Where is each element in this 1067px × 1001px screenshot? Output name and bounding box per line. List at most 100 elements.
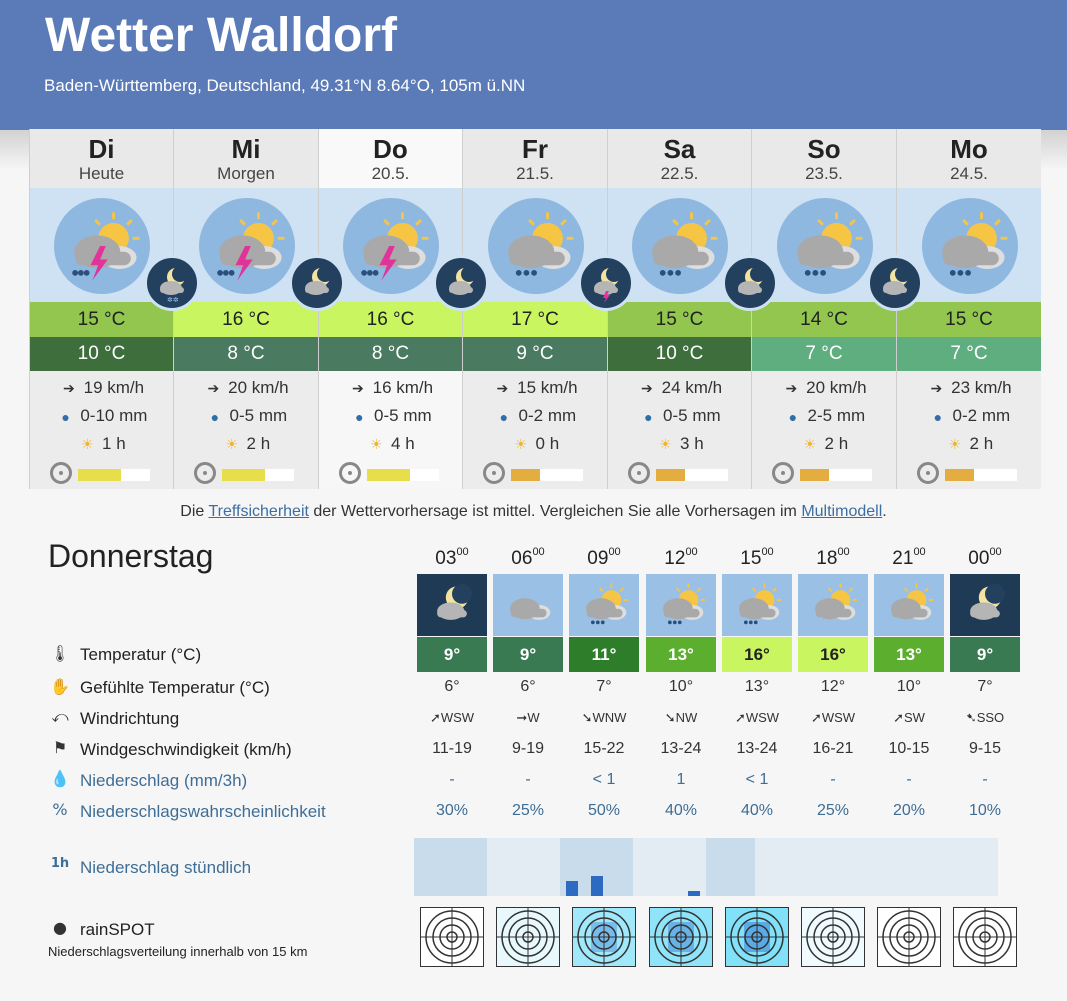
- wind-direction-arrow-icon: ➘: [664, 710, 676, 725]
- wind-row: ➔ 20 km/h: [752, 378, 896, 398]
- wind-speed-range: 9-19: [511, 740, 545, 757]
- accuracy-bar: [656, 469, 728, 481]
- day-column[interactable]: Mi Morgen 16 °C 8 °C ➔ 20 km/h ● 0-5 mm ☀ 2 h: [173, 129, 318, 489]
- accuracy-link[interactable]: Treffsicherheit: [208, 503, 309, 520]
- accuracy-icon: [339, 462, 361, 484]
- rain-probability: 40%: [664, 802, 698, 819]
- cloud-rain-icon: [776, 198, 873, 294]
- rainspot-map[interactable]: [420, 907, 484, 967]
- rainspot-map[interactable]: [496, 907, 560, 967]
- temp-row-label: Temperatur (°C): [80, 645, 202, 664]
- felt-temperature: 10°: [896, 678, 922, 695]
- day-header: Mo 24.5.: [897, 129, 1041, 188]
- accuracy-icon: [50, 462, 72, 484]
- drop-icon: ●: [933, 408, 943, 425]
- hour-column: 0000 9°: [949, 546, 1021, 672]
- wind-direction-value: SW: [903, 710, 925, 725]
- wind-cloud-sun-icon: [874, 574, 944, 636]
- rain-row-label[interactable]: Niederschlag (mm/3h): [80, 771, 248, 790]
- hour-minutes: 00: [837, 546, 850, 558]
- drop-icon: ●: [210, 408, 220, 425]
- rainspot-map[interactable]: [649, 907, 713, 967]
- hour-column: 0900 11°: [568, 546, 640, 672]
- felt-temperature: 12°: [820, 678, 846, 695]
- sun-icon: ☀: [659, 436, 672, 453]
- week-forecast: Di Heute 15 °C 10 °C ➔ 19 km/h ● 0-10 mm ☀ 1 h…: [29, 129, 1041, 489]
- rainspot-map[interactable]: [801, 907, 865, 967]
- hour-minutes: 00: [761, 546, 774, 558]
- rainspot-map[interactable]: [953, 907, 1017, 967]
- hour-label: 1200: [645, 546, 717, 570]
- wind-row: ➔ 15 km/h: [463, 378, 607, 398]
- hour-value: 12: [664, 548, 686, 569]
- accuracy-icon: [917, 462, 939, 484]
- hourly-rain-bar: [687, 891, 700, 896]
- accuracy-fill: [367, 469, 411, 481]
- multimodel-link[interactable]: Multimodell: [801, 503, 883, 520]
- day-column[interactable]: Mo 24.5. 15 °C 7 °C ➔ 23 km/h ● 0-2 mm ☀ 2 h: [896, 129, 1041, 489]
- day-column[interactable]: Fr 21.5. 17 °C 9 °C ➔ 15 km/h ● 0-2 mm ☀ 0 h: [462, 129, 607, 489]
- hour-column: 0300 9°: [416, 546, 488, 672]
- accuracy-bar: [78, 469, 150, 481]
- felt-temperature: 7°: [977, 678, 993, 695]
- rain-probability: 50%: [587, 802, 621, 819]
- sun-icon: ☀: [948, 436, 962, 453]
- wind-speed-range: 13-24: [660, 740, 702, 757]
- moon-cloud-icon: [867, 255, 923, 311]
- day-name: Fr: [522, 134, 548, 164]
- moon-cloud-icon: [289, 255, 345, 311]
- wind-arrow-icon: ➔: [63, 380, 75, 397]
- rain-amount-3h: -: [449, 771, 455, 788]
- rainspot-label[interactable]: rainSPOT: [80, 920, 155, 939]
- rain-amount-3h: -: [525, 771, 531, 788]
- rain-prob-row-label[interactable]: Niederschlagswahrscheinlichkeit: [80, 802, 326, 821]
- windsock-icon: ⚑: [52, 738, 68, 757]
- cloud-rain-icon: [487, 198, 584, 294]
- hour-label: 1800: [797, 546, 869, 570]
- accuracy-icon: [483, 462, 505, 484]
- sun-hours: 1 h: [102, 434, 126, 453]
- hour-value: 09: [587, 548, 609, 569]
- rain-probability: 10%: [968, 802, 1002, 819]
- rainspot-map[interactable]: [572, 907, 636, 967]
- felt-temperature: 6°: [444, 678, 460, 695]
- felt-row-label: Gefühlte Temperatur (°C): [80, 678, 270, 697]
- rain-amount-3h: < 1: [592, 771, 616, 788]
- hour-value: 00: [968, 548, 990, 569]
- drop-icon: ●: [644, 408, 653, 425]
- day-name: Mo: [950, 134, 988, 164]
- page-title: Wetter Walldorf: [45, 9, 398, 62]
- day-header: Fr 21.5.: [463, 129, 607, 188]
- day-sky: [608, 188, 751, 302]
- hourly-rain-row-label[interactable]: Niederschlag stündlich: [80, 858, 252, 877]
- day-date: 23.5.: [805, 164, 843, 183]
- hour-label: 0000: [949, 546, 1021, 570]
- rain-row: ● 0-2 mm: [897, 406, 1041, 426]
- day-column[interactable]: Di Heute 15 °C 10 °C ➔ 19 km/h ● 0-10 mm ☀ 1 h: [29, 129, 173, 489]
- rainspot-map[interactable]: [725, 907, 789, 967]
- drop-icon: ●: [61, 408, 70, 425]
- rain-amount: 0-10 mm: [80, 406, 148, 425]
- hour-value: 03: [435, 548, 457, 569]
- day-column[interactable]: Do 20.5. 16 °C 8 °C ➔ 16 km/h ● 0-5 mm ☀ 4 h: [318, 129, 462, 489]
- max-temperature: 15 °C: [608, 302, 751, 337]
- rainspot-map[interactable]: [877, 907, 941, 967]
- thunderstorm-icon: [343, 198, 439, 294]
- wind-direction-value: NW: [675, 710, 698, 725]
- rain-probability: 25%: [816, 802, 850, 819]
- wind-speed-range: 11-19: [432, 740, 472, 757]
- day-column[interactable]: So 23.5. 14 °C 7 °C ➔ 20 km/h ● 2-5 mm ☀ 2 h: [751, 129, 896, 489]
- min-temperature: 10 °C: [608, 337, 751, 371]
- wind-speed: 19 km/h: [83, 378, 145, 397]
- day-details: ➔ 19 km/h ● 0-10 mm ☀ 1 h: [30, 371, 173, 489]
- moon-cloud-icon: [433, 255, 489, 311]
- day-column[interactable]: Sa 22.5. 15 °C 10 °C ➔ 24 km/h ● 0-5 mm ☀ 3 h: [607, 129, 751, 489]
- wind-row: ➔ 19 km/h: [30, 378, 173, 398]
- felt-temperature: 7°: [596, 678, 612, 695]
- rain-amount: 2-5 mm: [807, 406, 866, 425]
- hour-minutes: 00: [989, 546, 1002, 558]
- hour-column: 1800 16°: [797, 546, 869, 672]
- day-name: So: [807, 134, 841, 164]
- hour-minutes: 00: [532, 546, 545, 558]
- day-header: Sa 22.5.: [608, 129, 751, 188]
